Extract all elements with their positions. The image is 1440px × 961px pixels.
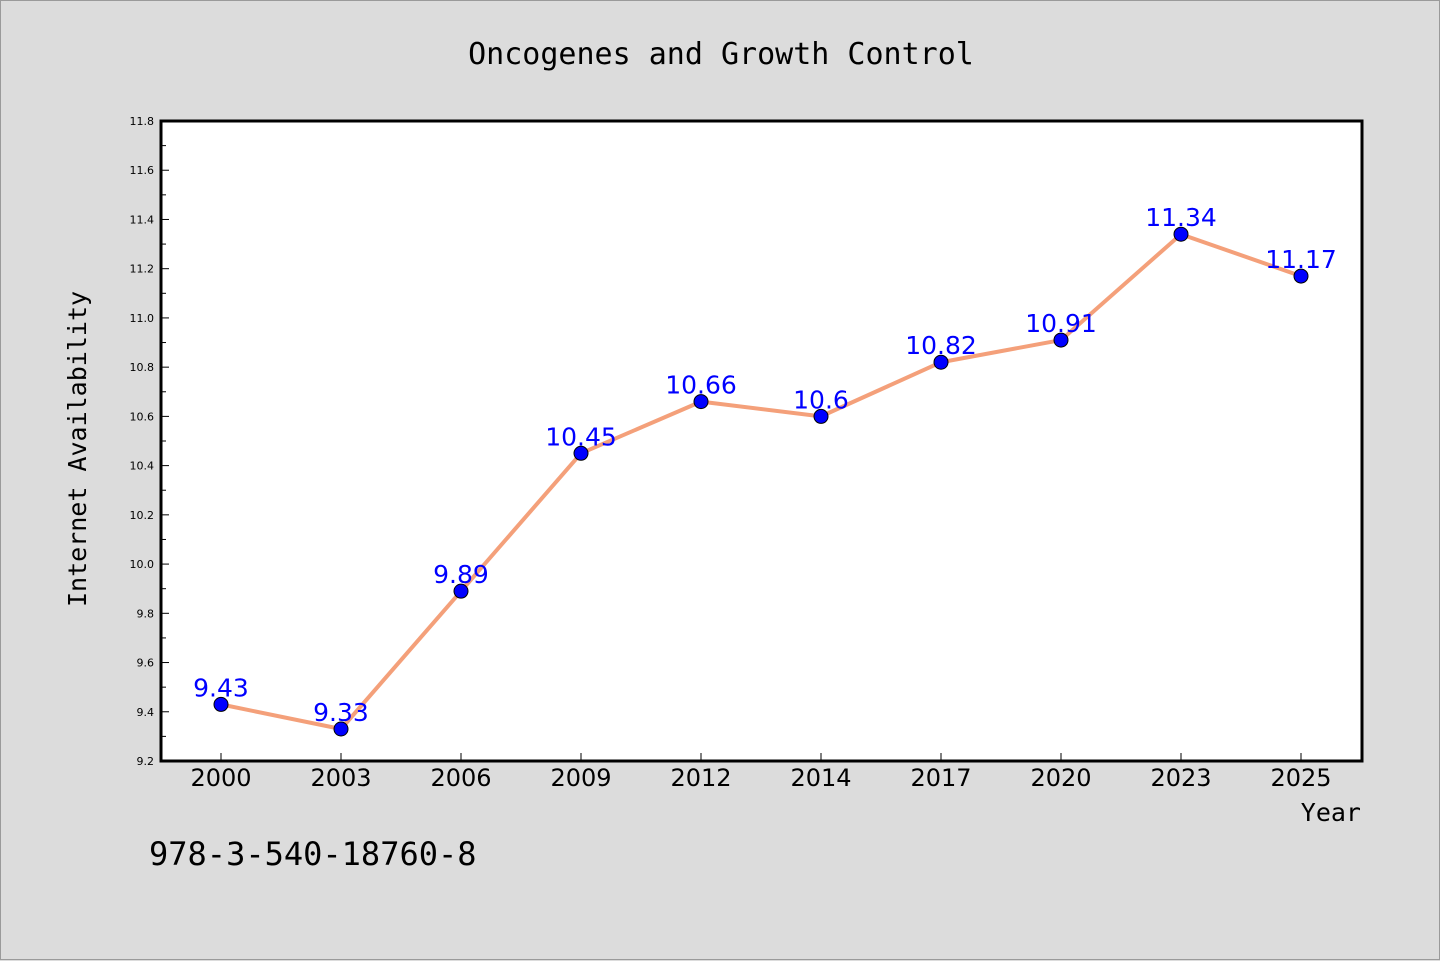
chart-title: Oncogenes and Growth Control [468, 37, 974, 72]
y-tick-label: 11.2 [130, 263, 155, 276]
x-axis: 2000 2003 2006 2009 2012 2014 2017 2020 2023 2025 [190, 753, 1332, 792]
y-axis-label: Internet Availability [63, 291, 92, 607]
x-tick-label: 2017 [910, 764, 971, 792]
x-tick-label: 2025 [1270, 764, 1331, 792]
y-tick-label: 10.0 [130, 558, 155, 571]
data-point-marker [693, 394, 709, 410]
y-tick-label: 11.4 [130, 213, 155, 226]
data-point-label: 10.91 [1025, 309, 1097, 338]
y-tick-label: 10.4 [130, 460, 155, 473]
x-tick-label: 2006 [430, 764, 491, 792]
data-point-marker [933, 354, 949, 370]
data-point-label: 10.45 [545, 422, 617, 451]
plot-frame [159, 119, 1364, 763]
x-tick-label: 2023 [1150, 764, 1211, 792]
data-point-label: 11.17 [1265, 245, 1337, 274]
y-tick-label: 9.8 [137, 607, 155, 620]
data-point-marker [213, 696, 229, 712]
y-tick-label: 10.2 [130, 509, 155, 522]
series-line [220, 232, 1302, 731]
data-point-marker [813, 408, 829, 424]
x-tick-label: 2000 [190, 764, 251, 792]
data-point-marker [573, 445, 589, 461]
data-point-marker [1053, 332, 1069, 348]
isbn-footer-text: 978-3-540-18760-8 [149, 835, 477, 873]
data-point-marker [1293, 268, 1309, 284]
y-tick-label: 10.6 [130, 410, 155, 423]
x-tick-label: 2020 [1030, 764, 1091, 792]
x-tick-label: 2014 [790, 764, 851, 792]
data-point-marker [1173, 226, 1189, 242]
data-point-marker [453, 583, 469, 599]
plot-area [161, 121, 1362, 761]
data-point-label: 9.33 [313, 698, 369, 727]
data-point-marker [333, 721, 349, 737]
y-tick-label: 9.2 [137, 755, 155, 768]
y-tick-label: 10.8 [130, 361, 155, 374]
y-tick-label: 11.6 [130, 164, 155, 177]
data-point-label: 10.82 [905, 331, 977, 360]
y-tick-label: 9.4 [137, 706, 155, 719]
y-tick-label: 9.6 [137, 657, 155, 670]
x-axis-label: Year [1301, 798, 1361, 827]
data-series: 9.43 9.33 9.89 10.45 10.66 10.6 10.82 10.91 11.3… [193, 203, 1337, 737]
data-point-label: 9.89 [433, 560, 489, 589]
data-point-label: 10.66 [665, 371, 737, 400]
x-tick-label: 2003 [310, 764, 371, 792]
data-point-label: 9.43 [193, 673, 249, 702]
y-tick-label: 11.0 [130, 312, 155, 325]
x-tick-label: 2009 [550, 764, 611, 792]
y-axis: 9.2 9.4 9.6 9.8 10.0 10.2 10.4 10.6 10.8 11.0 11.2… [130, 115, 169, 768]
data-point-label: 11.34 [1145, 203, 1217, 232]
x-tick-label: 2012 [670, 764, 731, 792]
y-tick-label: 11.8 [130, 115, 155, 128]
data-point-label: 10.6 [793, 385, 849, 414]
